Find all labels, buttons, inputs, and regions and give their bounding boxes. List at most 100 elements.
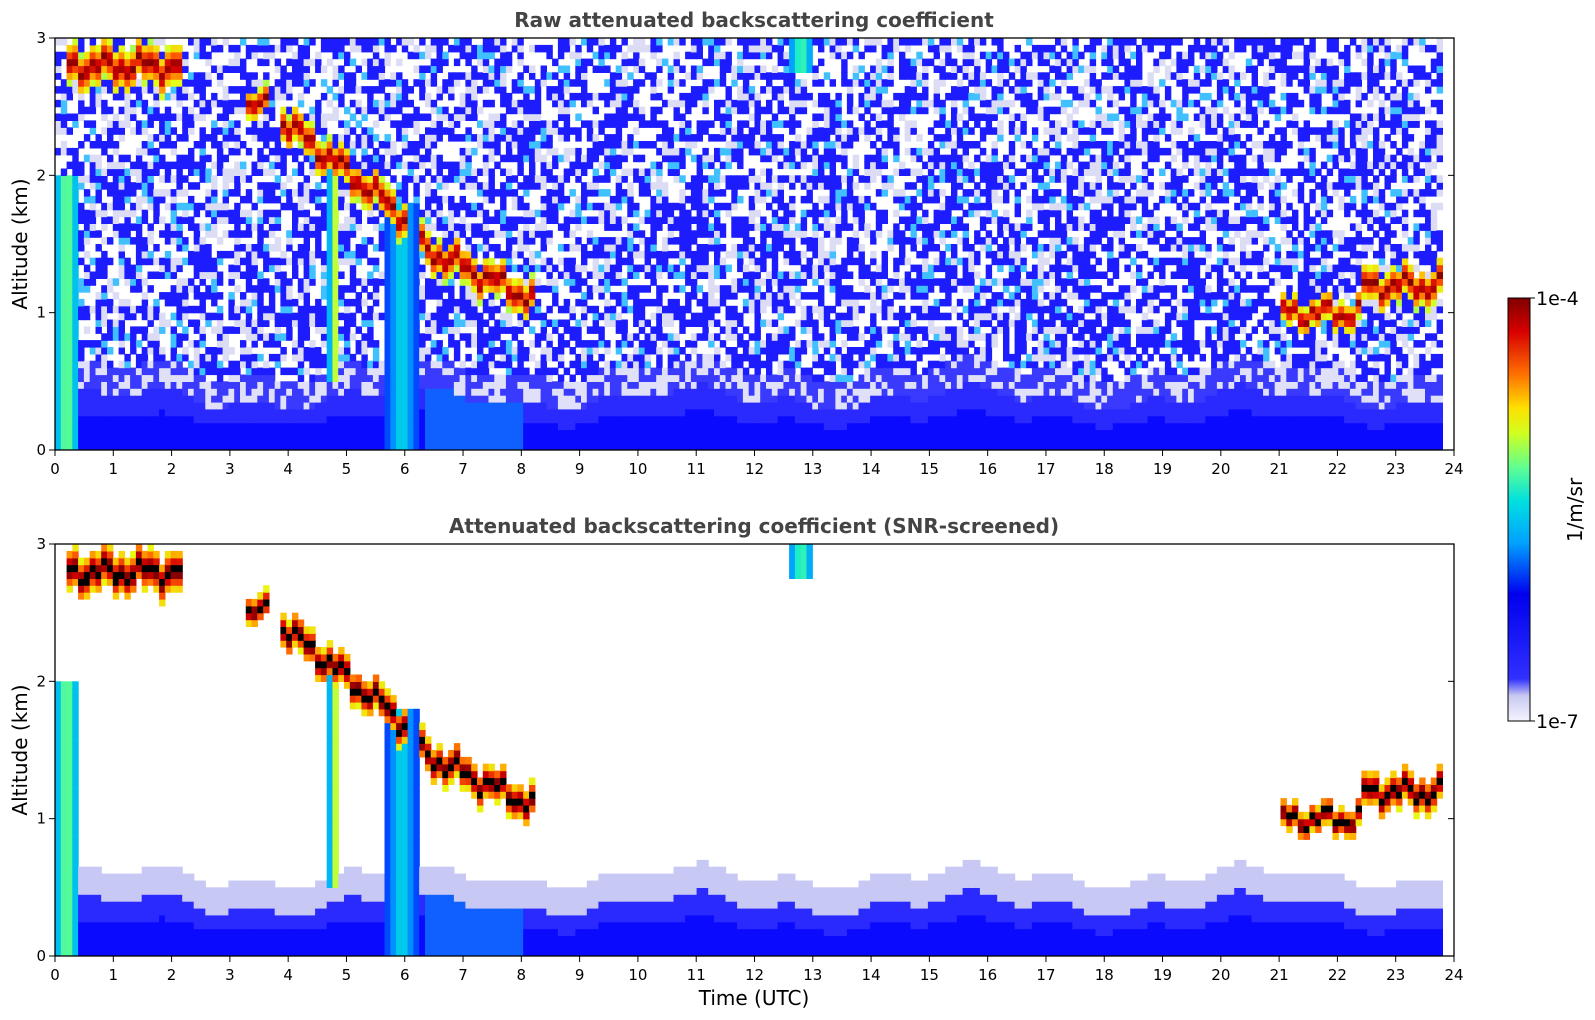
heatmap-cell	[176, 134, 183, 142]
heatmap-cell	[344, 443, 351, 450]
heatmap-cell	[615, 319, 623, 327]
heatmap-cell	[656, 44, 663, 53]
heatmap-cell	[540, 374, 547, 382]
heatmap-cell	[153, 189, 160, 197]
heatmap-cell	[459, 436, 466, 444]
heatmap-cell	[274, 443, 282, 450]
heatmap-cell	[60, 415, 68, 424]
heatmap-cell	[101, 415, 108, 424]
heatmap-cell	[141, 305, 149, 314]
heatmap-cell	[326, 340, 334, 348]
heatmap-cell	[141, 168, 149, 176]
heatmap-cell	[344, 408, 351, 417]
heatmap-cell	[315, 182, 322, 190]
heatmap-cell	[216, 388, 224, 396]
heatmap-cell	[575, 134, 582, 142]
heatmap-cell	[228, 189, 235, 197]
heatmap-cell	[592, 264, 599, 273]
heatmap-cell	[141, 72, 149, 80]
heatmap-cell	[673, 264, 680, 273]
heatmap-cell	[500, 58, 507, 67]
heatmap-cell	[453, 429, 461, 437]
heatmap-cell	[124, 154, 131, 163]
heatmap-cell	[615, 202, 623, 211]
heatmap-cell	[477, 223, 484, 231]
heatmap-cell	[361, 415, 368, 424]
heatmap-cell	[141, 99, 149, 108]
heatmap-cell	[488, 312, 495, 321]
heatmap-cell	[199, 44, 206, 53]
heatmap-cell	[511, 202, 519, 211]
heatmap-cell	[268, 106, 276, 115]
heatmap-cell	[465, 415, 472, 424]
heatmap-cell	[367, 161, 374, 170]
heatmap-cell	[83, 408, 91, 417]
heatmap-cell	[511, 401, 519, 410]
heatmap-cell	[552, 285, 559, 293]
heatmap-cell	[303, 257, 310, 266]
heatmap-cell	[517, 195, 524, 204]
heatmap-cell	[407, 99, 414, 108]
heatmap-cell	[263, 415, 270, 424]
heatmap-cell	[627, 189, 634, 197]
heatmap-cell	[315, 360, 322, 369]
heatmap-cell	[280, 120, 287, 128]
heatmap-cell	[66, 113, 73, 121]
heatmap-cell	[274, 408, 282, 417]
heatmap-cell	[320, 422, 328, 430]
heatmap-cell	[650, 298, 657, 307]
heatmap-cell	[199, 388, 206, 396]
heatmap-cell	[662, 147, 669, 156]
heatmap-cell	[401, 429, 409, 437]
heatmap-cell	[575, 92, 582, 101]
heatmap-cell	[407, 216, 414, 224]
heatmap-cell	[396, 415, 403, 424]
heatmap-cell	[234, 367, 241, 376]
heatmap-cell	[609, 388, 617, 396]
heatmap-cell	[546, 436, 553, 444]
heatmap-cell	[627, 44, 634, 53]
heatmap-cell	[164, 230, 172, 238]
heatmap-cell	[124, 401, 131, 410]
heatmap-cell	[355, 209, 362, 218]
heatmap-cell	[297, 209, 305, 218]
heatmap-cell	[534, 230, 542, 238]
heatmap-cell	[240, 408, 247, 417]
heatmap-cell	[89, 161, 97, 170]
heatmap-cell	[60, 244, 68, 252]
heatmap-cell	[685, 367, 692, 376]
heatmap-cell	[55, 312, 62, 321]
heatmap-cell	[430, 422, 438, 430]
heatmap-cell	[89, 305, 97, 314]
heatmap-cell	[586, 436, 594, 444]
heatmap-cell	[396, 154, 403, 163]
heatmap-cell	[633, 113, 640, 121]
heatmap-cell	[581, 120, 588, 128]
heatmap-cell	[130, 189, 137, 197]
heatmap-cell	[216, 319, 224, 327]
heatmap-cell	[176, 415, 183, 424]
heatmap-cell	[505, 298, 513, 307]
heatmap-cell	[303, 44, 310, 53]
heatmap-cell	[60, 298, 68, 307]
heatmap-cell	[621, 257, 628, 266]
heatmap-cell	[477, 168, 484, 176]
heatmap-cell	[240, 395, 247, 403]
heatmap-cell	[384, 278, 391, 286]
heatmap-cell	[188, 79, 195, 87]
heatmap-cell	[107, 79, 114, 87]
heatmap-cell	[286, 408, 293, 417]
heatmap-cell	[401, 333, 409, 341]
heatmap-cell	[101, 381, 108, 389]
heatmap-cell	[529, 120, 536, 128]
heatmap-cell	[280, 381, 287, 389]
heatmap-cell	[563, 278, 571, 286]
heatmap-cell	[396, 127, 403, 135]
heatmap-cell	[153, 429, 160, 437]
heatmap-cell	[188, 168, 195, 176]
heatmap-cell	[372, 106, 380, 115]
heatmap-cell	[170, 175, 177, 183]
heatmap-cell	[557, 134, 565, 142]
heatmap-cell	[517, 319, 524, 327]
heatmap-cell	[609, 216, 617, 224]
